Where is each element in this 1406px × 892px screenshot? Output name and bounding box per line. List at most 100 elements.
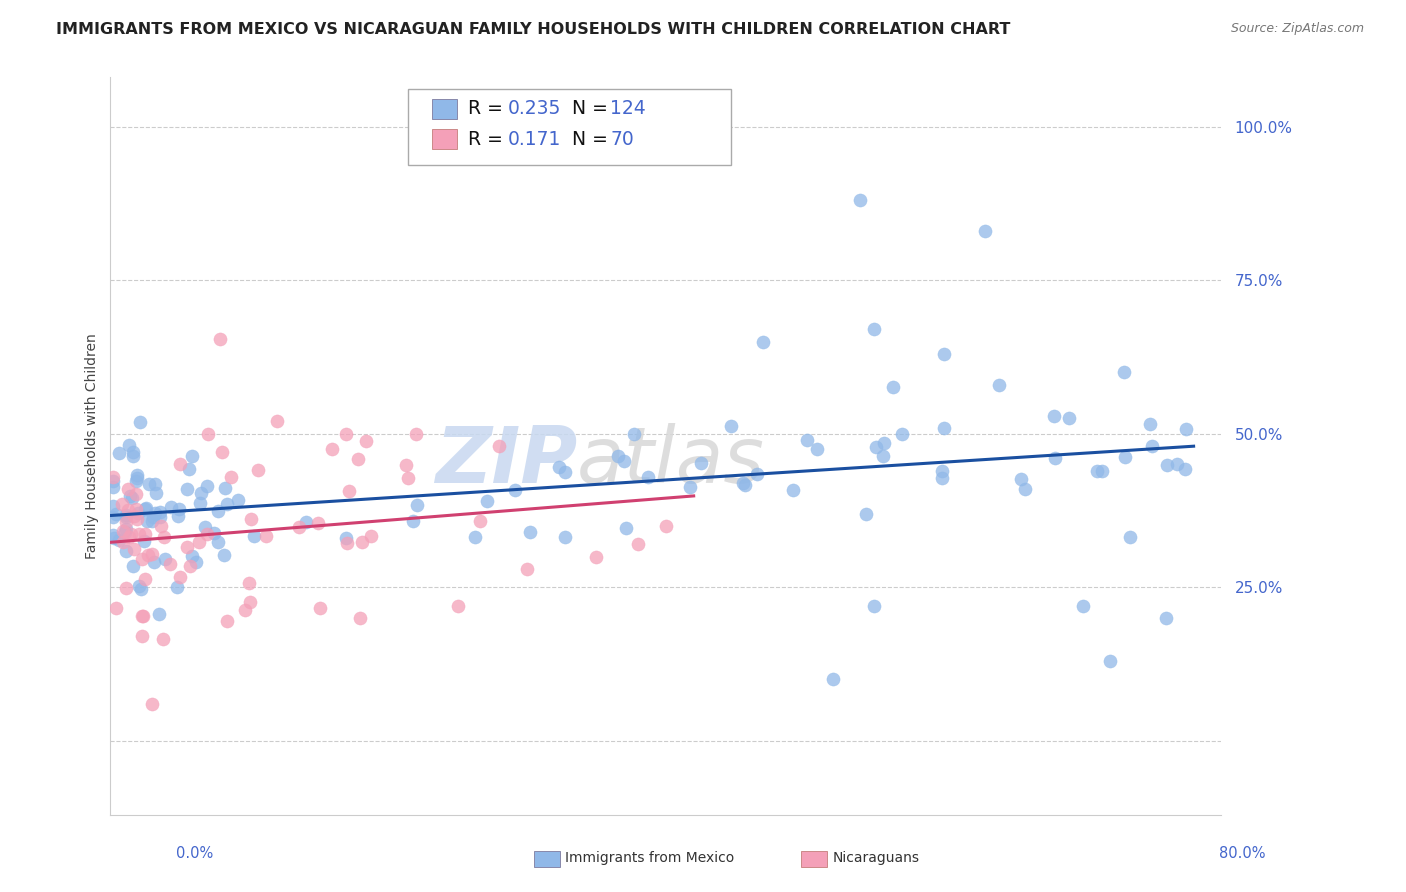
Point xyxy=(103,528,125,542)
Point xyxy=(988,377,1011,392)
Point xyxy=(1166,457,1188,471)
Point xyxy=(179,461,201,475)
Point xyxy=(335,426,357,441)
Point xyxy=(125,512,148,526)
Point xyxy=(214,548,236,562)
Point xyxy=(125,468,148,483)
Text: R =: R = xyxy=(468,129,515,149)
Point xyxy=(202,526,225,541)
Point xyxy=(1139,417,1161,431)
Point xyxy=(1140,439,1163,453)
Point xyxy=(395,458,418,472)
Point xyxy=(720,419,742,434)
Point xyxy=(103,470,125,484)
Point xyxy=(115,581,138,595)
Point xyxy=(132,608,155,623)
Point xyxy=(475,494,498,508)
Text: 70: 70 xyxy=(610,129,634,149)
Point xyxy=(734,477,756,491)
Point xyxy=(352,535,374,549)
Point xyxy=(169,570,191,584)
Point xyxy=(360,529,382,543)
Point xyxy=(169,502,191,516)
Point xyxy=(554,530,576,544)
Point xyxy=(516,562,538,576)
Y-axis label: Family Households with Children: Family Households with Children xyxy=(86,333,100,559)
Point xyxy=(176,482,198,496)
Point xyxy=(134,526,156,541)
Point xyxy=(125,471,148,485)
Point xyxy=(138,549,160,563)
Point xyxy=(131,552,153,566)
Point xyxy=(891,426,914,441)
Point xyxy=(519,524,541,539)
Point xyxy=(405,426,427,441)
Point xyxy=(934,421,956,435)
Point xyxy=(160,500,183,514)
Point xyxy=(233,603,256,617)
Point xyxy=(103,531,125,545)
Point xyxy=(134,501,156,516)
Point xyxy=(354,434,377,448)
Point xyxy=(117,503,139,517)
Point xyxy=(396,471,419,485)
Point xyxy=(731,475,754,490)
Point xyxy=(114,543,136,558)
Point xyxy=(308,601,330,615)
Point xyxy=(209,332,232,346)
Point xyxy=(127,507,149,521)
Point xyxy=(121,491,143,506)
Point xyxy=(108,533,131,547)
Point xyxy=(849,194,872,208)
Point xyxy=(1091,464,1114,478)
Point xyxy=(1043,409,1066,423)
Point xyxy=(238,575,260,590)
Point xyxy=(188,496,211,510)
Point xyxy=(115,515,138,529)
Point xyxy=(135,514,157,528)
Point xyxy=(336,536,359,550)
Point xyxy=(1174,461,1197,475)
Point xyxy=(142,509,165,524)
Point xyxy=(1043,451,1066,466)
Point xyxy=(179,559,201,574)
Point xyxy=(782,483,804,497)
Point xyxy=(197,426,219,441)
Point xyxy=(103,499,125,513)
Point xyxy=(159,557,181,571)
Point xyxy=(337,483,360,498)
Point xyxy=(155,552,177,566)
Point xyxy=(308,516,330,530)
Point xyxy=(131,608,153,623)
Point xyxy=(796,433,818,447)
Point xyxy=(745,467,768,481)
Point xyxy=(149,510,172,524)
Text: 0.235: 0.235 xyxy=(508,99,561,119)
Point xyxy=(806,442,828,457)
Point xyxy=(678,480,700,494)
Point xyxy=(1057,410,1080,425)
Text: ZIP: ZIP xyxy=(434,423,576,499)
Point xyxy=(120,489,142,503)
Point xyxy=(335,531,357,545)
Point xyxy=(125,474,148,488)
Point xyxy=(181,449,204,463)
Point xyxy=(855,507,877,521)
Point xyxy=(131,629,153,643)
Point xyxy=(288,520,311,534)
Point xyxy=(122,445,145,459)
Point xyxy=(468,514,491,528)
Point xyxy=(194,520,217,534)
Point xyxy=(214,481,236,495)
Point xyxy=(145,485,167,500)
Point xyxy=(115,522,138,536)
Text: 0.171: 0.171 xyxy=(508,129,561,149)
Point xyxy=(143,506,166,520)
Point xyxy=(114,524,136,539)
Point xyxy=(118,438,141,452)
Text: 80.0%: 80.0% xyxy=(1219,846,1265,861)
Point xyxy=(1071,599,1094,613)
Point xyxy=(1114,450,1136,464)
Point xyxy=(217,497,239,511)
Point xyxy=(128,416,150,430)
